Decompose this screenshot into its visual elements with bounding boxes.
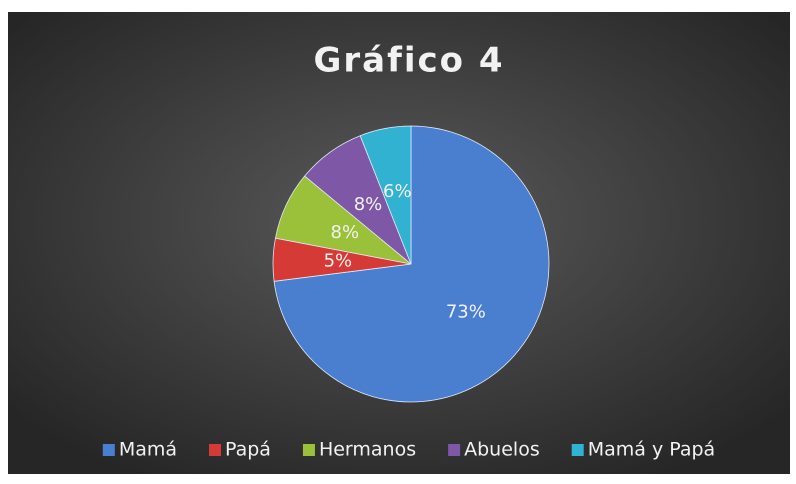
data-label: 5% xyxy=(324,251,353,272)
legend-label: Mamá y Papá xyxy=(588,439,715,461)
legend-swatch xyxy=(102,444,115,456)
legend-label: Hermanos xyxy=(319,439,416,461)
legend-swatch xyxy=(448,444,461,456)
legend-label: Abuelos xyxy=(464,439,540,461)
legend-swatch xyxy=(571,444,584,456)
data-label: 8% xyxy=(331,222,360,243)
data-label: 6% xyxy=(383,181,412,202)
legend-swatch xyxy=(209,444,221,456)
legend-label: Mamá xyxy=(119,439,177,461)
legend-label: Papá xyxy=(225,439,271,461)
pie-slice xyxy=(359,125,412,265)
data-label: 8% xyxy=(354,194,383,215)
pie-slice xyxy=(273,125,550,403)
chart-title: Gráfico 4 xyxy=(313,41,504,81)
data-label: 73% xyxy=(446,301,486,322)
legend-swatch xyxy=(302,444,315,456)
